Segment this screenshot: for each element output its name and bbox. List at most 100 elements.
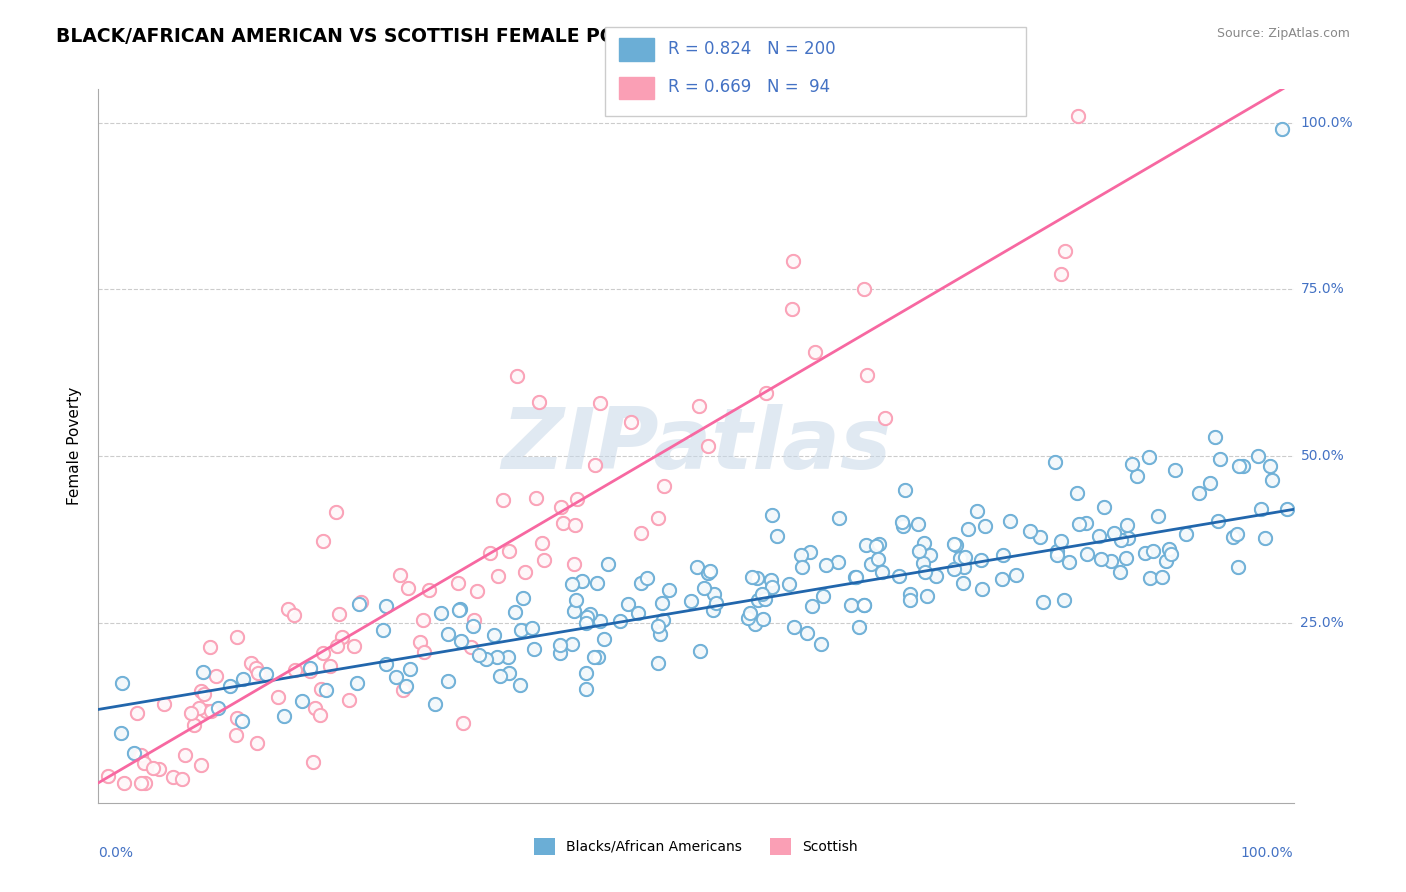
Point: [868, 552, 890, 566]
Point: [465, 584, 488, 599]
Point: [894, 483, 917, 497]
Point: [509, 678, 531, 692]
Point: [183, 718, 205, 732]
Point: [696, 566, 718, 580]
Point: [412, 613, 434, 627]
Point: [845, 570, 868, 584]
Point: [1126, 468, 1149, 483]
Point: [911, 556, 934, 570]
Point: [436, 627, 458, 641]
Point: [245, 661, 267, 675]
Point: [565, 491, 588, 506]
Point: [273, 708, 295, 723]
Point: [609, 614, 631, 628]
Point: [513, 565, 536, 579]
Point: [512, 591, 534, 606]
Point: [1199, 475, 1222, 490]
Point: [852, 598, 875, 612]
Point: [1043, 454, 1066, 468]
Point: [129, 776, 152, 790]
Point: [266, 690, 288, 705]
Point: [766, 529, 789, 543]
Point: [1099, 554, 1122, 568]
Point: [911, 556, 934, 570]
Point: [174, 748, 197, 763]
Point: [658, 583, 681, 598]
Point: [1066, 486, 1088, 500]
Point: [325, 505, 347, 519]
Point: [942, 562, 965, 576]
Point: [283, 608, 305, 623]
Text: 75.0%: 75.0%: [1301, 282, 1344, 296]
Point: [693, 581, 716, 595]
Point: [747, 593, 769, 607]
Point: [337, 693, 360, 707]
Point: [586, 650, 609, 665]
Point: [561, 637, 583, 651]
Point: [1154, 554, 1177, 568]
Point: [396, 581, 419, 595]
Point: [562, 557, 585, 571]
Point: [991, 548, 1014, 562]
Point: [97, 769, 120, 783]
Point: [1222, 530, 1244, 544]
Point: [702, 602, 724, 616]
Point: [647, 511, 669, 525]
Point: [309, 681, 332, 696]
Point: [575, 609, 598, 624]
Point: [853, 599, 876, 613]
Point: [1174, 526, 1197, 541]
Point: [1050, 533, 1073, 548]
Point: [704, 596, 727, 610]
Point: [627, 606, 650, 620]
Point: [754, 592, 776, 607]
Point: [180, 706, 202, 721]
Point: [347, 597, 370, 611]
Point: [436, 627, 458, 641]
Point: [868, 536, 890, 550]
Point: [754, 592, 776, 607]
Point: [868, 536, 890, 550]
Point: [413, 645, 436, 659]
Point: [782, 253, 804, 268]
Point: [658, 583, 681, 598]
Point: [1121, 457, 1143, 471]
Text: ZIPatlas: ZIPatlas: [501, 404, 891, 488]
Point: [582, 650, 605, 665]
Point: [908, 544, 931, 558]
Point: [205, 669, 228, 683]
Point: [1046, 548, 1069, 562]
Point: [350, 595, 373, 609]
Point: [945, 539, 967, 553]
Point: [492, 492, 515, 507]
Point: [1005, 567, 1028, 582]
Point: [371, 624, 394, 638]
Point: [991, 573, 1014, 587]
Point: [460, 640, 482, 654]
Point: [392, 682, 415, 697]
Point: [848, 620, 870, 634]
Point: [799, 545, 821, 559]
Point: [593, 632, 616, 647]
Point: [872, 565, 894, 579]
Point: [343, 639, 366, 653]
Point: [447, 603, 470, 617]
Point: [991, 573, 1014, 587]
Point: [200, 640, 222, 655]
Point: [319, 659, 342, 673]
Point: [1142, 543, 1164, 558]
Point: [912, 536, 935, 550]
Point: [828, 511, 851, 525]
Point: [804, 345, 827, 359]
Point: [914, 565, 936, 579]
Point: [225, 711, 247, 725]
Point: [627, 606, 650, 620]
Point: [315, 682, 337, 697]
Point: [312, 534, 335, 549]
Point: [943, 537, 966, 551]
Point: [1018, 524, 1040, 538]
Point: [1247, 449, 1270, 463]
Point: [254, 667, 277, 681]
Point: [955, 549, 977, 564]
Point: [761, 580, 783, 594]
